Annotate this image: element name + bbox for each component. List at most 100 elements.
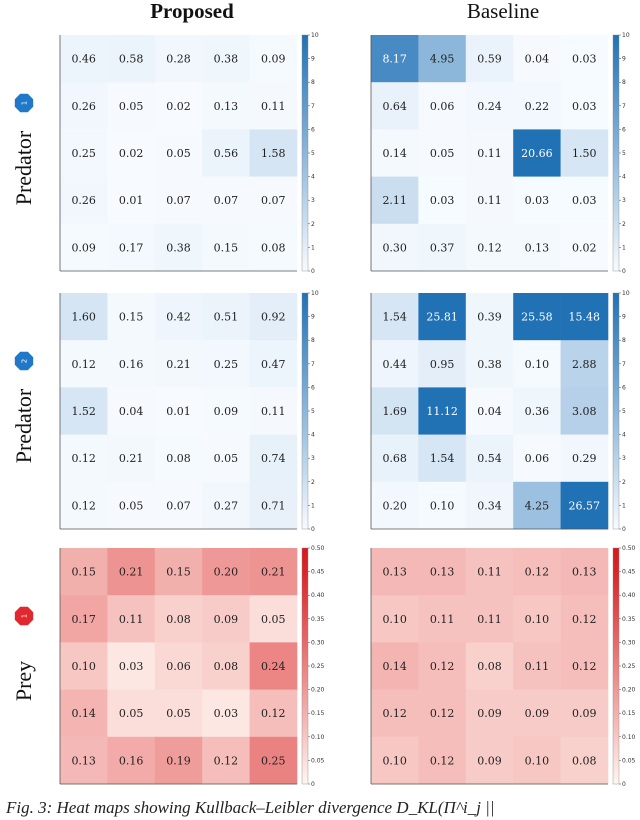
cell-value-label: 0.09 [572, 707, 597, 720]
cell-value-label: 0.09 [261, 53, 286, 66]
heatmap-cell [249, 176, 298, 225]
cell-value-label: 1.69 [382, 405, 407, 418]
cell-value-label: 0.15 [119, 311, 144, 324]
heatmap-cell [560, 434, 609, 483]
cell-value-label: 0.03 [572, 100, 597, 113]
cell-value-label: 0.13 [525, 241, 550, 254]
colorbar-tick-label: 7 [311, 103, 315, 110]
cell-value-label: 8.17 [382, 53, 407, 66]
cell-value-label: 0.46 [71, 53, 96, 66]
colorbar-tick-label: 8 [311, 337, 315, 344]
heatmap-predator-2-baseline: 1.54 25.81 0.39 25.58 15.48 0.44 0.95 0.38 0.10 2… [370, 290, 630, 533]
colorbar-tick-label: 0 [622, 781, 626, 788]
colorbar [301, 292, 309, 530]
cell-value-label: 0.19 [166, 754, 191, 767]
heatmap-cell [249, 223, 298, 272]
cell-value-label: 0.12 [71, 358, 96, 371]
heatmap-cell [560, 736, 609, 785]
heatmap-cell [202, 481, 250, 530]
colorbar-tick-label: 2 [311, 479, 315, 486]
cell-value-label: 0.30 [382, 241, 407, 254]
cell-value-label: 0.12 [477, 241, 502, 254]
heatmap-cell [154, 129, 203, 177]
cell-value-label: 0.12 [71, 499, 96, 512]
cell-value-label: 0.11 [525, 660, 550, 673]
cell-value-label: 1.52 [71, 405, 96, 418]
heatmap-cell [560, 340, 609, 388]
heatmap-cell [249, 129, 298, 177]
cell-value-label: 0.64 [382, 100, 407, 113]
heatmap-cell [371, 736, 419, 785]
cell-value-label: 0.56 [214, 147, 239, 160]
cell-value-label: 0.26 [71, 100, 96, 113]
prey-badge-icon [14, 606, 34, 626]
heatmap-cell [154, 689, 203, 738]
colorbar-tick-label: 0.10 [622, 734, 636, 741]
heatmap-cell [513, 387, 561, 435]
cell-value-label: 0.08 [166, 613, 191, 626]
cell-value-label: 0.06 [525, 452, 550, 465]
cell-value-label: 0.29 [572, 452, 597, 465]
heatmap-cell [202, 642, 250, 690]
cell-value-label: 0.10 [525, 754, 550, 767]
heatmap-cell [513, 548, 561, 596]
cell-value-label: 0.20 [382, 499, 407, 512]
cell-value-label: 0.14 [382, 147, 407, 160]
heatmap-cell [60, 434, 108, 483]
heatmap-cell [371, 434, 419, 483]
heatmap-cell [107, 387, 156, 435]
colorbar-tick-label: 1 [311, 502, 315, 509]
heatmap-cell [154, 642, 203, 690]
heatmap-cell [560, 176, 609, 225]
cell-value-label: 0.92 [261, 311, 286, 324]
colorbar-tick-label: 3 [622, 455, 626, 462]
cell-value-label: 25.81 [426, 311, 458, 324]
cell-value-label: 0.13 [71, 754, 96, 767]
cell-value-label: 0.12 [430, 707, 455, 720]
heatmap-cell [249, 434, 298, 483]
heatmap-cell [371, 82, 419, 130]
heatmap-cell [465, 689, 514, 738]
heatmap-cell [107, 223, 156, 272]
row-labels: Predator 1 Predator 2 Prey 1 [11, 93, 36, 701]
cell-value-label: 0.74 [261, 452, 286, 465]
colorbar-tick-label: 0.15 [622, 710, 636, 717]
colorbar-tick-label: 10 [311, 32, 319, 39]
cell-value-label: 4.95 [430, 53, 455, 66]
heatmap-predator-2-proposed: 1.60 0.15 0.42 0.51 0.92 0.12 0.16 0.21 0.25 0.47… [59, 290, 319, 533]
colorbar-tick-label: 5 [311, 150, 315, 157]
cell-value-label: 0.11 [477, 147, 502, 160]
cell-value-label: 0.04 [477, 405, 502, 418]
heatmap-cell [60, 223, 108, 272]
colorbar-tick-label: 0.05 [622, 757, 636, 764]
cell-value-label: 0.24 [261, 660, 286, 673]
heatmap-cell [371, 293, 419, 341]
cell-value-label: 0.12 [71, 452, 96, 465]
figure-caption: Fig. 3: Heat maps showing Kullback–Leibl… [5, 798, 495, 817]
cell-value-label: 0.95 [430, 358, 455, 371]
heatmap-cell [202, 736, 250, 785]
cell-value-label: 0.36 [525, 405, 550, 418]
cell-value-label: 0.11 [261, 405, 286, 418]
heatmap-cell [249, 642, 298, 690]
cell-value-label: 0.47 [261, 358, 286, 371]
cell-value-label: 11.12 [426, 405, 458, 418]
heatmap-cell [107, 736, 156, 785]
cell-value-label: 0.10 [71, 660, 96, 673]
cell-value-label: 0.22 [525, 100, 550, 113]
colorbar-tick-label: 0 [622, 526, 626, 533]
heatmap-cell [249, 293, 298, 341]
cell-value-label: 0.05 [214, 452, 239, 465]
cell-value-label: 0.07 [214, 194, 239, 207]
cell-value-label: 0.11 [477, 194, 502, 207]
heatmap-cell [560, 387, 609, 435]
colorbar-tick-label: 0.20 [622, 687, 636, 694]
colorbar-tick-label: 6 [311, 126, 315, 133]
cell-value-label: 0.25 [71, 147, 96, 160]
cell-value-label: 0.58 [119, 53, 144, 66]
cell-value-label: 0.20 [214, 566, 239, 579]
heatmap-cell [371, 176, 419, 225]
cell-value-label: 0.25 [214, 358, 239, 371]
cell-value-label: 3.08 [572, 405, 597, 418]
badge-number: 1 [21, 101, 29, 105]
